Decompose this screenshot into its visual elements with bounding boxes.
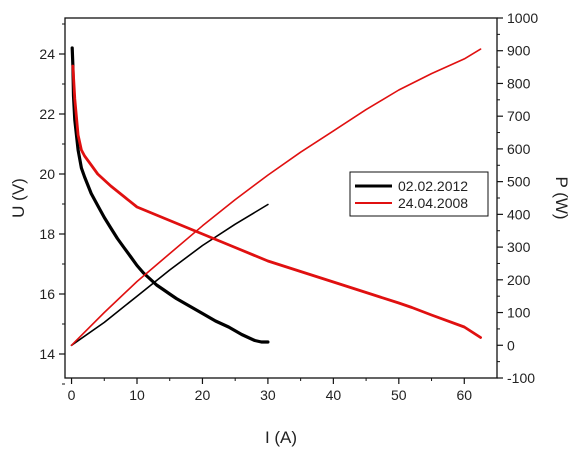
- y-right-axis-label: P (W): [552, 176, 570, 219]
- y-right-tick-label-200: 200: [507, 272, 531, 288]
- y-right-tick-label-800: 800: [507, 75, 531, 91]
- series-line-24-04-2008-u: [71, 64, 482, 339]
- x-tick-label-20: 20: [195, 387, 211, 403]
- y-right-tick-label--100: -100: [507, 370, 535, 386]
- y-left-tick-label-24: 24: [39, 46, 55, 62]
- y-right-tick-label-600: 600: [507, 141, 531, 157]
- axes-layer: 0 10 20 30 40 50 60 14 16 18 20 22 24 -100 0 100 200 300 4…: [9, 10, 570, 447]
- legend-label-24-04-2008: 24.04.2008: [398, 195, 468, 211]
- series-line-02-02-2012-p: [70, 203, 269, 347]
- x-tick-label-40: 40: [326, 387, 342, 403]
- series-line-02-02-2012-u: [70, 46, 270, 344]
- legend-box: [349, 171, 489, 217]
- y-left-tick-label-22: 22: [39, 106, 55, 122]
- y-right-tick-label-1000: 1000: [507, 10, 538, 26]
- y-left-tick-label-14: 14: [39, 346, 55, 362]
- y-right-tick-label-0: 0: [507, 337, 515, 353]
- y-right-tick-label-500: 500: [507, 174, 531, 190]
- series-line-24-04-2008-p: [70, 48, 482, 347]
- y-right-tick-label-400: 400: [507, 206, 531, 222]
- x-tick-label-60: 60: [456, 387, 472, 403]
- y-right-tick-label-700: 700: [507, 108, 531, 124]
- x-tick-label-30: 30: [260, 387, 276, 403]
- x-tick-label-0: 0: [68, 387, 76, 403]
- y-left-tick-label-20: 20: [39, 166, 55, 182]
- x-tick-label-10: 10: [129, 387, 145, 403]
- x-axis-label: I (A): [265, 428, 297, 447]
- y-right-tick-label-100: 100: [507, 305, 531, 321]
- y-left-axis-label: U (V): [9, 178, 28, 218]
- y-left-tick-label-18: 18: [39, 226, 55, 242]
- y-right-tick-label-300: 300: [507, 239, 531, 255]
- series-layer: [70, 46, 482, 347]
- x-tick-label-50: 50: [391, 387, 407, 403]
- legend-label-02-02-2012: 02.02.2012: [398, 178, 468, 194]
- y-right-tick-label-900: 900: [507, 43, 531, 59]
- y-left-tick-label-16: 16: [39, 286, 55, 302]
